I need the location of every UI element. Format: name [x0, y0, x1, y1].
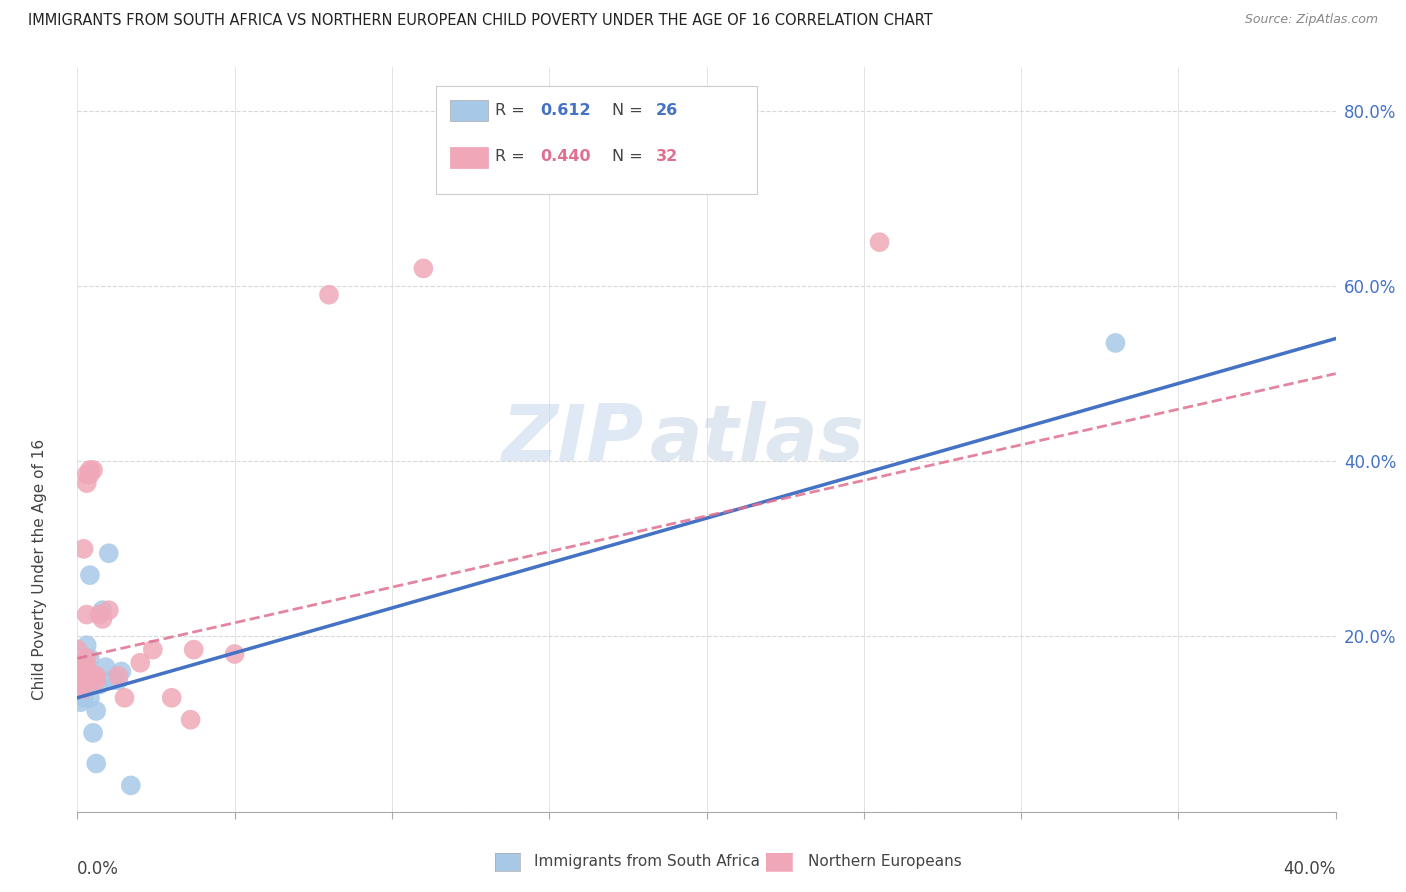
FancyBboxPatch shape: [450, 147, 488, 169]
Point: [318, 287, 340, 301]
Text: Source: ZipAtlas.com: Source: ZipAtlas.com: [1244, 13, 1378, 27]
Point: [82, 678, 104, 692]
Point: [84, 673, 107, 688]
Point: [84, 756, 107, 771]
Point: [97, 603, 120, 617]
Point: [120, 779, 142, 793]
Text: 0.612: 0.612: [540, 103, 591, 118]
Text: Northern Europeans: Northern Europeans: [808, 855, 962, 869]
Text: R =: R =: [495, 103, 530, 118]
Point: [84, 704, 107, 718]
Point: [82, 726, 104, 740]
Point: [76, 678, 98, 692]
Point: [76, 681, 98, 696]
Point: [97, 546, 120, 560]
Point: [76, 467, 98, 482]
Point: [110, 665, 132, 679]
Text: R =: R =: [495, 149, 530, 164]
Point: [79, 463, 101, 477]
Point: [183, 642, 205, 657]
Point: [79, 651, 101, 665]
Point: [89, 607, 111, 622]
Point: [107, 669, 129, 683]
Point: [69, 695, 91, 709]
Point: [72, 690, 94, 705]
Text: ZIP: ZIP: [502, 401, 644, 477]
Point: [91, 612, 114, 626]
Point: [869, 235, 891, 249]
Point: [72, 673, 94, 688]
Point: [180, 713, 202, 727]
Point: [69, 686, 91, 700]
Point: [84, 669, 107, 683]
Point: [76, 638, 98, 652]
Text: 26: 26: [657, 103, 679, 118]
Point: [72, 656, 94, 670]
Point: [76, 476, 98, 491]
Point: [82, 463, 104, 477]
Text: N =: N =: [612, 149, 648, 164]
Point: [129, 656, 152, 670]
Point: [101, 673, 124, 688]
Point: [89, 678, 111, 692]
Text: 32: 32: [657, 149, 679, 164]
Point: [76, 651, 98, 665]
Point: [79, 467, 101, 482]
Point: [72, 665, 94, 679]
Point: [107, 673, 129, 688]
Point: [66, 681, 89, 696]
Point: [72, 681, 94, 696]
Point: [94, 660, 117, 674]
Text: 0.0%: 0.0%: [77, 860, 120, 878]
Point: [412, 261, 434, 276]
Point: [79, 568, 101, 582]
Point: [91, 603, 114, 617]
Text: IMMIGRANTS FROM SOUTH AFRICA VS NORTHERN EUROPEAN CHILD POVERTY UNDER THE AGE OF: IMMIGRANTS FROM SOUTH AFRICA VS NORTHERN…: [28, 13, 932, 29]
Point: [69, 669, 91, 683]
Text: 0.440: 0.440: [540, 149, 591, 164]
Point: [224, 647, 246, 661]
Point: [69, 678, 91, 692]
Text: N =: N =: [612, 103, 648, 118]
Point: [79, 690, 101, 705]
Point: [114, 690, 136, 705]
Point: [160, 690, 183, 705]
Point: [1104, 335, 1126, 350]
FancyBboxPatch shape: [450, 101, 488, 121]
Point: [79, 673, 101, 688]
FancyBboxPatch shape: [436, 86, 756, 194]
Point: [72, 660, 94, 674]
Point: [69, 669, 91, 683]
Point: [76, 607, 98, 622]
Text: Immigrants from South Africa: Immigrants from South Africa: [534, 855, 761, 869]
Text: atlas: atlas: [650, 401, 865, 477]
Text: Child Poverty Under the Age of 16: Child Poverty Under the Age of 16: [32, 440, 46, 700]
Text: 40.0%: 40.0%: [1284, 860, 1336, 878]
Point: [72, 541, 94, 556]
Point: [76, 660, 98, 674]
Point: [142, 642, 165, 657]
Point: [66, 642, 89, 657]
